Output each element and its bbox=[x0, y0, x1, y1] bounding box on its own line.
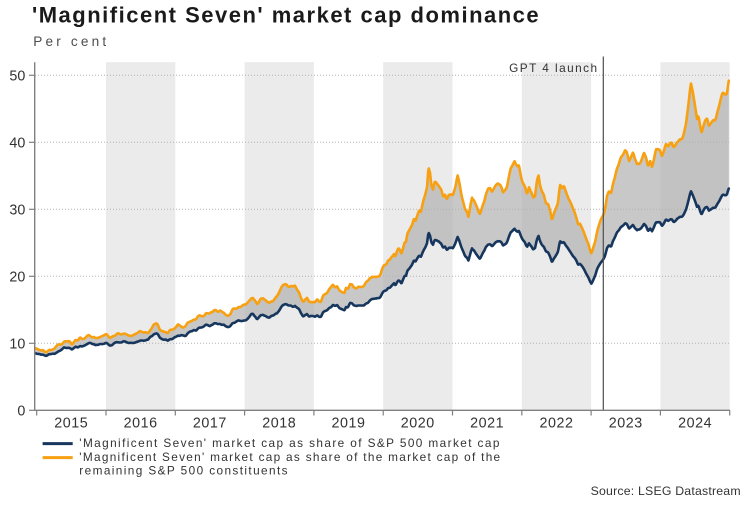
svg-text:Source: LSEG Datastream: Source: LSEG Datastream bbox=[591, 484, 741, 498]
svg-text:'Magnificent Seven' market cap: 'Magnificent Seven' market cap as share … bbox=[79, 436, 500, 450]
svg-text:'Magnificent Seven' market cap: 'Magnificent Seven' market cap dominance bbox=[32, 3, 540, 28]
svg-text:2023: 2023 bbox=[609, 416, 643, 432]
svg-text:remaining S&P 500 constituents: remaining S&P 500 constituents bbox=[79, 463, 289, 477]
svg-text:2018: 2018 bbox=[262, 416, 296, 432]
svg-text:2016: 2016 bbox=[124, 416, 158, 432]
svg-text:30: 30 bbox=[9, 202, 25, 218]
svg-text:2015: 2015 bbox=[54, 416, 88, 432]
svg-text:2021: 2021 bbox=[470, 416, 504, 432]
svg-text:40: 40 bbox=[9, 135, 25, 151]
svg-text:2020: 2020 bbox=[401, 416, 435, 432]
svg-text:2017: 2017 bbox=[193, 416, 227, 432]
svg-text:2019: 2019 bbox=[331, 416, 365, 432]
svg-text:'Magnificent Seven' market cap: 'Magnificent Seven' market cap as share … bbox=[79, 450, 501, 464]
svg-text:0: 0 bbox=[17, 403, 25, 419]
svg-text:20: 20 bbox=[9, 269, 25, 285]
svg-text:Per cent: Per cent bbox=[33, 34, 109, 49]
svg-text:50: 50 bbox=[9, 68, 25, 84]
svg-text:2024: 2024 bbox=[678, 416, 712, 432]
svg-text:10: 10 bbox=[9, 336, 25, 352]
svg-text:GPT 4 launch: GPT 4 launch bbox=[509, 61, 598, 75]
svg-text:2022: 2022 bbox=[539, 416, 573, 432]
